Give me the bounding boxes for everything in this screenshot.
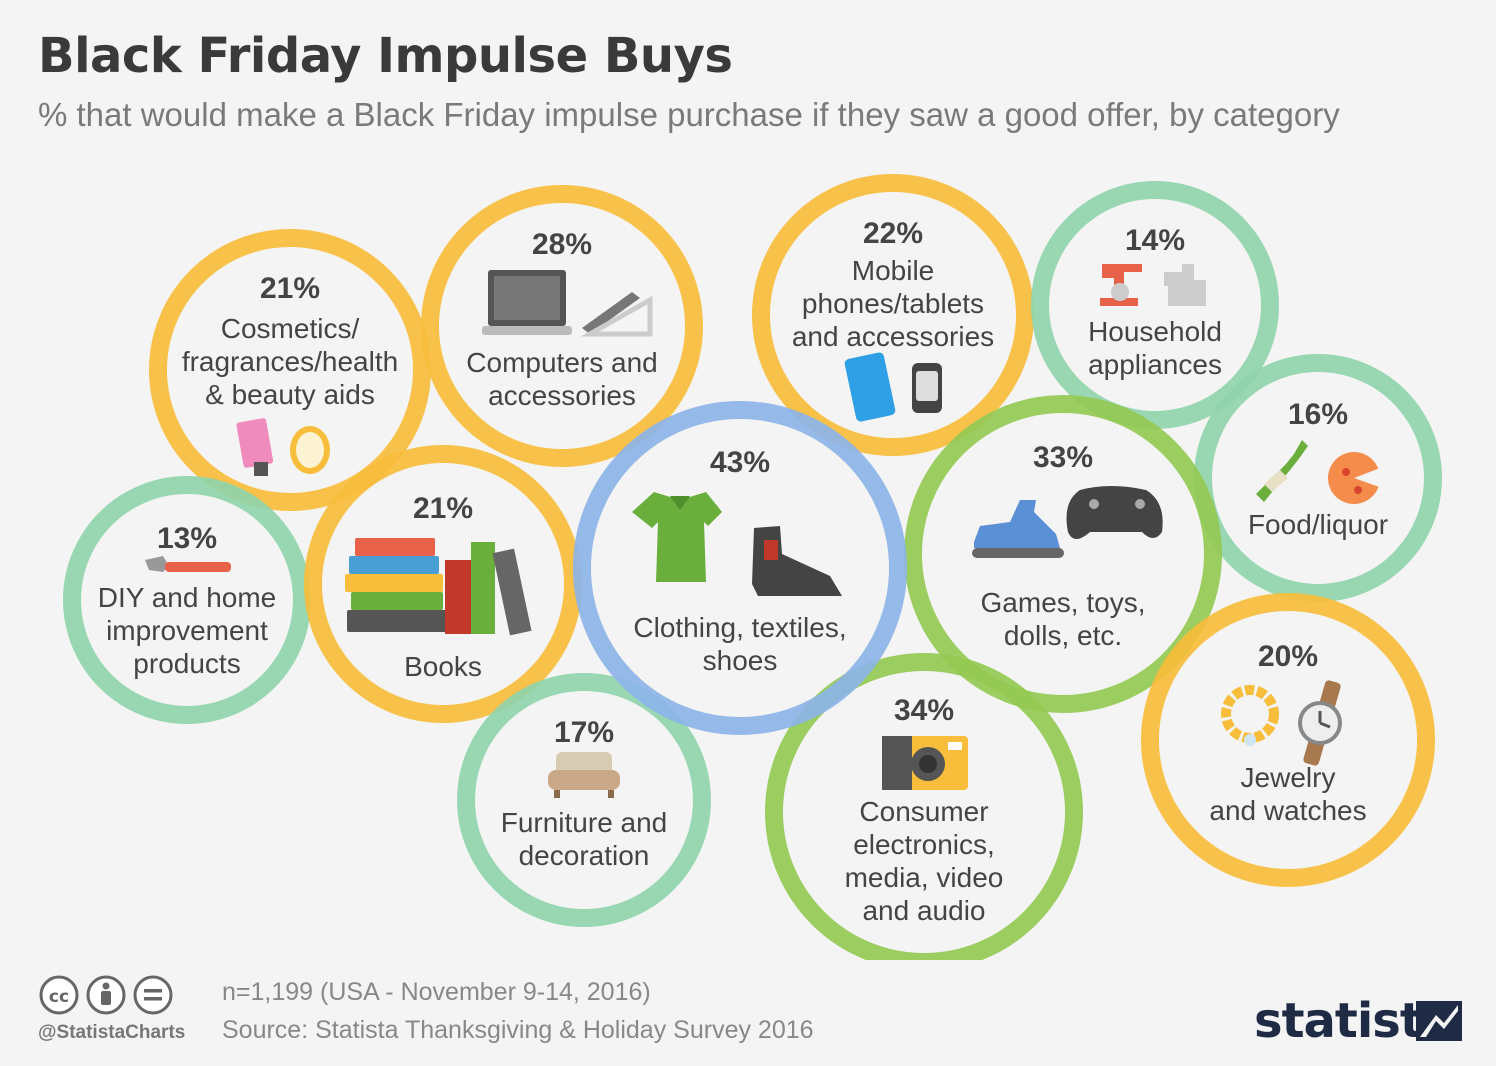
category-label-mobile: and accessories bbox=[792, 321, 994, 352]
value-label-jewelry: 20% bbox=[1258, 640, 1318, 673]
category-label-electronics: media, video bbox=[845, 862, 1004, 893]
category-label-books: Books bbox=[404, 651, 482, 682]
mixer-icon bbox=[1100, 264, 1206, 306]
category-label-cosmetics: fragrances/health bbox=[182, 346, 398, 377]
cc-icon: cc bbox=[39, 975, 79, 1015]
laptop-icon bbox=[482, 270, 653, 337]
value-label-computers: 28% bbox=[532, 228, 592, 261]
bubble-ring-clothing bbox=[573, 401, 907, 735]
category-label-jewelry: Jewelry bbox=[1241, 762, 1336, 793]
bubble-ring-furniture bbox=[457, 673, 711, 927]
chart-title: Black Friday Impulse Buys bbox=[38, 28, 733, 84]
category-label-electronics: Consumer bbox=[859, 796, 988, 827]
value-label-electronics: 34% bbox=[894, 694, 954, 727]
value-label-diy: 13% bbox=[157, 522, 217, 555]
value-label-games: 33% bbox=[1033, 441, 1093, 474]
value-label-mobile: 22% bbox=[863, 217, 923, 250]
category-label-jewelry: and watches bbox=[1209, 795, 1366, 826]
category-label-household: appliances bbox=[1088, 349, 1222, 380]
value-label-cosmetics: 21% bbox=[260, 272, 320, 305]
lotion-mirror-icon bbox=[236, 418, 330, 476]
category-label-computers: accessories bbox=[488, 380, 636, 411]
bubble-ring-diy bbox=[63, 476, 311, 724]
category-label-food: Food/liquor bbox=[1248, 509, 1388, 540]
books-icon bbox=[345, 538, 532, 636]
category-label-mobile: phones/tablets bbox=[802, 288, 984, 319]
category-label-cosmetics: Cosmetics/ bbox=[221, 313, 360, 344]
statista-handle: @StatistaCharts bbox=[38, 1022, 186, 1043]
license-icons: cc bbox=[39, 975, 173, 1015]
bubble-cosmetics: 21% Cosmetics/fragrances/health& beauty a… bbox=[149, 229, 431, 511]
category-label-diy: DIY and home bbox=[98, 582, 277, 613]
bottle-pizza-icon bbox=[1256, 440, 1382, 504]
by-icon bbox=[86, 975, 126, 1015]
category-label-furniture: Furniture and bbox=[501, 807, 668, 838]
sofa-icon bbox=[548, 752, 620, 798]
nd-icon bbox=[133, 975, 173, 1015]
bubble-ring-books bbox=[304, 445, 582, 723]
bubble-ring-mobile bbox=[752, 174, 1034, 456]
value-label-household: 14% bbox=[1125, 224, 1185, 257]
camera-icon bbox=[882, 736, 968, 790]
phone-watch-icon bbox=[844, 352, 942, 422]
bubble-books: 21% Books bbox=[304, 445, 582, 723]
bubble-ring-games bbox=[904, 395, 1222, 713]
svg-text:cc: cc bbox=[49, 987, 69, 1007]
bubble-clothing: 43% Clothing, textiles,shoes bbox=[573, 401, 907, 735]
bubble-ring-computers bbox=[421, 185, 703, 467]
bubble-food: 16% Food/liquor bbox=[1194, 354, 1442, 602]
value-label-food: 16% bbox=[1288, 398, 1348, 431]
bubble-ring-household bbox=[1031, 181, 1279, 429]
sample-note: n=1,199 (USA - November 9-14, 2016) bbox=[222, 978, 651, 1006]
bracelet-watch-icon bbox=[1221, 680, 1342, 766]
bubble-ring-jewelry bbox=[1141, 593, 1435, 887]
bubble-ring-electronics bbox=[765, 653, 1083, 960]
chart-subtitle: % that would make a Black Friday impulse… bbox=[38, 96, 1340, 133]
bubble-games: 33% Games, toys,dolls, etc. bbox=[904, 395, 1222, 713]
source-note: Source: Statista Thanksgiving & Holiday … bbox=[222, 1016, 814, 1044]
bubble-ring-cosmetics bbox=[149, 229, 431, 511]
category-label-mobile: Mobile bbox=[852, 255, 934, 286]
category-label-household: Household bbox=[1088, 316, 1222, 347]
value-label-books: 21% bbox=[413, 492, 473, 525]
bubble-ring-food bbox=[1194, 354, 1442, 602]
wrench-icon bbox=[145, 556, 231, 572]
category-label-games: dolls, etc. bbox=[1004, 620, 1122, 651]
category-label-computers: Computers and bbox=[466, 347, 657, 378]
category-label-diy: products bbox=[133, 648, 240, 679]
bubble-chart: 21% Cosmetics/fragrances/health& beauty a… bbox=[63, 174, 1442, 960]
category-label-diy: improvement bbox=[106, 615, 268, 646]
value-label-clothing: 43% bbox=[710, 446, 770, 479]
category-label-cosmetics: & beauty aids bbox=[205, 379, 375, 410]
value-label-furniture: 17% bbox=[554, 716, 614, 749]
category-label-clothing: Clothing, textiles, bbox=[633, 612, 846, 643]
category-label-electronics: and audio bbox=[862, 895, 985, 926]
category-label-games: Games, toys, bbox=[981, 587, 1146, 618]
category-label-electronics: electronics, bbox=[853, 829, 995, 860]
toy-gamepad-icon bbox=[972, 486, 1163, 558]
shirt-boot-icon bbox=[632, 492, 842, 596]
category-label-clothing: shoes bbox=[703, 645, 778, 676]
statista-logo-mark-icon bbox=[1416, 1001, 1462, 1041]
category-label-furniture: decoration bbox=[519, 840, 650, 871]
